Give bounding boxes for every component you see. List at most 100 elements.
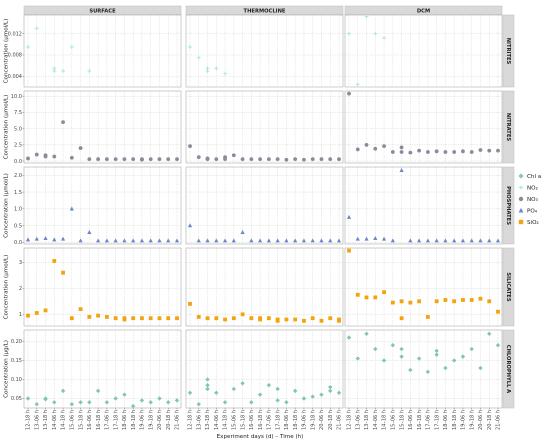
- data-point: [443, 365, 448, 371]
- row-strip-0: [502, 14, 515, 88]
- data-point: [61, 270, 65, 275]
- x-tick-label: 13–06 h: [196, 410, 202, 430]
- data-point: [460, 354, 466, 359]
- data-point: [196, 401, 201, 407]
- y-tick-label: 0.20: [11, 339, 22, 345]
- data-point: [78, 238, 83, 243]
- column-strip-label: THERMOCLINE: [244, 8, 286, 14]
- data-point: [478, 296, 483, 301]
- y-tick-label: 1.0: [14, 207, 22, 213]
- data-point: [346, 214, 352, 219]
- data-point: [69, 206, 74, 211]
- data-point: [495, 238, 501, 243]
- panel-background: [185, 14, 344, 88]
- data-point: [390, 238, 395, 243]
- data-point: [96, 313, 101, 318]
- data-point: [61, 69, 65, 73]
- row-strip-2: [502, 166, 515, 245]
- data-point: [214, 66, 219, 71]
- x-tick-label: 17–06 h: [105, 410, 111, 430]
- data-point: [25, 237, 31, 242]
- y-tick-label: 1: [19, 312, 22, 318]
- x-tick-label: 19–18 h: [469, 410, 475, 430]
- data-point: [293, 157, 298, 162]
- x-tick-label: 21–06 h: [337, 410, 343, 430]
- x-tick-label: 21–06 h: [496, 410, 502, 430]
- data-point: [382, 144, 386, 149]
- data-point: [328, 384, 333, 390]
- x-tick-label: 18–18 h: [452, 410, 458, 430]
- data-point: [78, 146, 83, 150]
- data-point: [104, 157, 109, 162]
- data-point: [328, 157, 333, 162]
- panel-0-1: [185, 14, 344, 88]
- data-point: [122, 157, 127, 162]
- data-point: [223, 155, 227, 160]
- data-point: [258, 238, 263, 243]
- data-point: [319, 392, 324, 397]
- x-tick-label: 17–06 h: [426, 410, 432, 430]
- data-point: [292, 388, 298, 394]
- panel-4-1: 12–18 h 13–06 h 13–18 h 14–06 h 14–18 h 15–06…: [185, 329, 344, 430]
- data-point: [496, 309, 500, 314]
- data-point: [174, 238, 180, 243]
- data-point: [122, 238, 127, 243]
- data-point: [399, 168, 404, 173]
- data-point: [60, 388, 66, 394]
- y-axis-title: Concentration (µmol/L): [4, 95, 10, 160]
- data-point: [69, 155, 74, 160]
- data-point: [364, 142, 369, 147]
- data-point: [196, 155, 201, 160]
- data-point: [452, 299, 457, 304]
- data-point: [130, 403, 136, 409]
- data-point: [78, 307, 83, 311]
- data-point: [174, 398, 180, 403]
- x-tick-label: 19–18 h: [310, 410, 316, 430]
- data-point: [355, 82, 360, 87]
- data-point: [434, 352, 439, 357]
- data-point: [336, 390, 342, 395]
- data-point: [443, 238, 448, 243]
- data-point: [266, 238, 271, 243]
- x-tick-label: 19–06 h: [461, 410, 467, 430]
- data-point: [231, 386, 237, 392]
- data-point: [364, 331, 369, 337]
- x-tick-label: 20–18 h: [487, 410, 493, 430]
- data-point: [131, 238, 136, 243]
- data-point: [175, 157, 179, 162]
- data-point: [87, 157, 92, 162]
- data-point: [240, 157, 245, 162]
- data-point: [87, 400, 92, 405]
- data-point: [231, 153, 236, 158]
- panel-3-0: [23, 247, 182, 327]
- panel-0-0: [23, 14, 182, 88]
- data-point: [113, 396, 118, 401]
- x-tick-label: 14–06 h: [52, 410, 58, 430]
- data-point: [382, 290, 386, 295]
- data-point: [373, 346, 378, 352]
- panel-1-0: [23, 90, 182, 164]
- data-point: [139, 398, 145, 403]
- data-point: [416, 356, 422, 361]
- data-point: [434, 238, 439, 243]
- x-tick-label: 14–18 h: [382, 410, 388, 430]
- data-point: [347, 248, 351, 253]
- data-point: [434, 149, 439, 154]
- data-point: [122, 392, 127, 397]
- x-tick-label: 17–18 h: [434, 410, 440, 430]
- data-point: [140, 157, 144, 162]
- x-tick-label: 18–18 h: [293, 410, 299, 430]
- panel-background: [344, 90, 503, 164]
- data-point: [34, 401, 39, 407]
- x-tick-label: 16–06 h: [249, 410, 255, 430]
- y-tick-label: 10.0: [11, 94, 22, 100]
- y-tick-label: 0.15: [11, 358, 22, 364]
- data-point: [328, 388, 333, 394]
- x-tick-label: 15–06 h: [70, 410, 76, 430]
- x-tick-label: 19–06 h: [140, 410, 146, 430]
- data-point: [310, 316, 315, 321]
- panel-3-1: [185, 247, 344, 327]
- data-point: [355, 236, 360, 241]
- data-point: [52, 400, 57, 405]
